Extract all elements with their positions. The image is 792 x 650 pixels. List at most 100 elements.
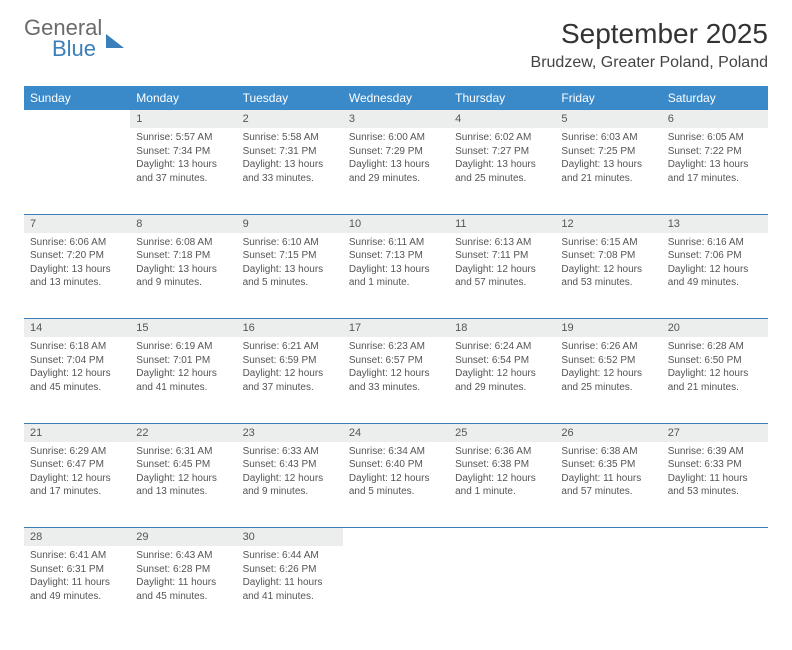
sunrise-text: Sunrise: 5:58 AM <box>243 131 337 145</box>
sunset-text: Sunset: 6:52 PM <box>561 354 655 368</box>
daylight-text: Daylight: 13 hours and 5 minutes. <box>243 263 337 290</box>
daylight-text: Daylight: 12 hours and 1 minute. <box>455 472 549 499</box>
day-header: Saturday <box>662 86 768 110</box>
day-number: 5 <box>555 110 661 128</box>
day-number: 27 <box>662 423 768 442</box>
day-cell: Sunrise: 6:00 AMSunset: 7:29 PMDaylight:… <box>343 128 449 214</box>
day-number: 13 <box>662 214 768 233</box>
day-number: 25 <box>449 423 555 442</box>
sunset-text: Sunset: 7:31 PM <box>243 145 337 159</box>
daylight-text: Daylight: 11 hours and 49 minutes. <box>30 576 124 603</box>
day-number <box>343 528 449 547</box>
sunset-text: Sunset: 7:11 PM <box>455 249 549 263</box>
day-number: 10 <box>343 214 449 233</box>
day-cell <box>343 546 449 632</box>
brand-line2: Blue <box>24 39 102 60</box>
day-number: 8 <box>130 214 236 233</box>
sunset-text: Sunset: 7:27 PM <box>455 145 549 159</box>
day-number: 23 <box>237 423 343 442</box>
sunrise-text: Sunrise: 6:15 AM <box>561 236 655 250</box>
day-cell: Sunrise: 6:08 AMSunset: 7:18 PMDaylight:… <box>130 233 236 319</box>
daylight-text: Daylight: 12 hours and 13 minutes. <box>136 472 230 499</box>
sunset-text: Sunset: 7:25 PM <box>561 145 655 159</box>
daylight-text: Daylight: 11 hours and 41 minutes. <box>243 576 337 603</box>
day-header: Wednesday <box>343 86 449 110</box>
daylight-text: Daylight: 12 hours and 33 minutes. <box>349 367 443 394</box>
daylight-text: Daylight: 12 hours and 17 minutes. <box>30 472 124 499</box>
day-number: 1 <box>130 110 236 128</box>
day-cell <box>24 128 130 214</box>
daylight-text: Daylight: 12 hours and 49 minutes. <box>668 263 762 290</box>
day-number-row: 78910111213 <box>24 214 768 233</box>
sunset-text: Sunset: 6:35 PM <box>561 458 655 472</box>
day-number: 11 <box>449 214 555 233</box>
day-number <box>662 528 768 547</box>
sunrise-text: Sunrise: 6:44 AM <box>243 549 337 563</box>
location-subtitle: Brudzew, Greater Poland, Poland <box>531 54 768 72</box>
sunrise-text: Sunrise: 6:24 AM <box>455 340 549 354</box>
daylight-text: Daylight: 11 hours and 45 minutes. <box>136 576 230 603</box>
day-number: 17 <box>343 319 449 338</box>
sunrise-text: Sunrise: 6:31 AM <box>136 445 230 459</box>
sunrise-text: Sunrise: 6:18 AM <box>30 340 124 354</box>
sunset-text: Sunset: 7:01 PM <box>136 354 230 368</box>
day-cell: Sunrise: 6:23 AMSunset: 6:57 PMDaylight:… <box>343 337 449 423</box>
sunset-text: Sunset: 6:50 PM <box>668 354 762 368</box>
day-body-row: Sunrise: 5:57 AMSunset: 7:34 PMDaylight:… <box>24 128 768 214</box>
day-number-row: 14151617181920 <box>24 319 768 338</box>
day-cell: Sunrise: 6:26 AMSunset: 6:52 PMDaylight:… <box>555 337 661 423</box>
sunrise-text: Sunrise: 6:36 AM <box>455 445 549 459</box>
daylight-text: Daylight: 12 hours and 41 minutes. <box>136 367 230 394</box>
day-cell <box>555 546 661 632</box>
sunrise-text: Sunrise: 6:10 AM <box>243 236 337 250</box>
daylight-text: Daylight: 12 hours and 5 minutes. <box>349 472 443 499</box>
day-cell: Sunrise: 6:41 AMSunset: 6:31 PMDaylight:… <box>24 546 130 632</box>
sunset-text: Sunset: 6:38 PM <box>455 458 549 472</box>
daylight-text: Daylight: 12 hours and 29 minutes. <box>455 367 549 394</box>
day-body-row: Sunrise: 6:29 AMSunset: 6:47 PMDaylight:… <box>24 442 768 528</box>
daylight-text: Daylight: 13 hours and 25 minutes. <box>455 158 549 185</box>
sunset-text: Sunset: 6:45 PM <box>136 458 230 472</box>
day-number <box>449 528 555 547</box>
day-cell: Sunrise: 6:38 AMSunset: 6:35 PMDaylight:… <box>555 442 661 528</box>
day-number-row: 21222324252627 <box>24 423 768 442</box>
daylight-text: Daylight: 13 hours and 37 minutes. <box>136 158 230 185</box>
month-title: September 2025 <box>531 18 768 50</box>
day-cell: Sunrise: 6:44 AMSunset: 6:26 PMDaylight:… <box>237 546 343 632</box>
day-number: 24 <box>343 423 449 442</box>
sunrise-text: Sunrise: 6:33 AM <box>243 445 337 459</box>
sunset-text: Sunset: 7:04 PM <box>30 354 124 368</box>
sunset-text: Sunset: 6:43 PM <box>243 458 337 472</box>
daylight-text: Daylight: 11 hours and 53 minutes. <box>668 472 762 499</box>
day-number: 30 <box>237 528 343 547</box>
day-cell: Sunrise: 6:29 AMSunset: 6:47 PMDaylight:… <box>24 442 130 528</box>
day-cell: Sunrise: 6:24 AMSunset: 6:54 PMDaylight:… <box>449 337 555 423</box>
day-number: 14 <box>24 319 130 338</box>
day-number: 21 <box>24 423 130 442</box>
day-number: 2 <box>237 110 343 128</box>
daylight-text: Daylight: 13 hours and 21 minutes. <box>561 158 655 185</box>
day-cell: Sunrise: 6:33 AMSunset: 6:43 PMDaylight:… <box>237 442 343 528</box>
calendar-table: SundayMondayTuesdayWednesdayThursdayFrid… <box>24 86 768 632</box>
day-number: 29 <box>130 528 236 547</box>
sail-icon <box>106 32 128 48</box>
day-number: 15 <box>130 319 236 338</box>
sunrise-text: Sunrise: 6:16 AM <box>668 236 762 250</box>
sunrise-text: Sunrise: 6:06 AM <box>30 236 124 250</box>
sunset-text: Sunset: 6:57 PM <box>349 354 443 368</box>
day-number: 26 <box>555 423 661 442</box>
sunset-text: Sunset: 7:22 PM <box>668 145 762 159</box>
sunset-text: Sunset: 6:28 PM <box>136 563 230 577</box>
day-cell: Sunrise: 6:28 AMSunset: 6:50 PMDaylight:… <box>662 337 768 423</box>
sunset-text: Sunset: 6:59 PM <box>243 354 337 368</box>
day-number <box>24 110 130 128</box>
daylight-text: Daylight: 11 hours and 57 minutes. <box>561 472 655 499</box>
day-number: 9 <box>237 214 343 233</box>
day-number: 4 <box>449 110 555 128</box>
daylight-text: Daylight: 12 hours and 57 minutes. <box>455 263 549 290</box>
daylight-text: Daylight: 13 hours and 9 minutes. <box>136 263 230 290</box>
calendar-body: 123456Sunrise: 5:57 AMSunset: 7:34 PMDay… <box>24 110 768 632</box>
day-number: 7 <box>24 214 130 233</box>
day-cell: Sunrise: 6:02 AMSunset: 7:27 PMDaylight:… <box>449 128 555 214</box>
day-number: 22 <box>130 423 236 442</box>
